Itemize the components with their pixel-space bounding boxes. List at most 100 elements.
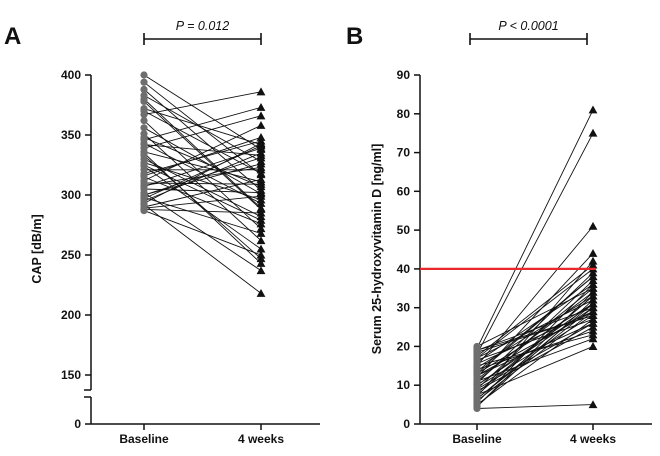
subject-line-21 <box>476 307 594 386</box>
x-label-4-weeks: 4 weeks <box>570 432 616 446</box>
subject-line-28 <box>143 196 262 234</box>
subject-line-20 <box>143 140 262 174</box>
baseline-point-42 <box>140 107 148 115</box>
x-label-4-weeks: 4 weeks <box>238 432 284 446</box>
subject-line-41 <box>476 314 594 351</box>
baseline-point-9 <box>140 124 148 132</box>
subject-line-37 <box>143 142 262 204</box>
subject-line-13 <box>143 115 262 149</box>
panel-a-y-axis <box>84 75 92 424</box>
week4-point-37 <box>588 283 598 292</box>
subject-line-17 <box>476 253 594 378</box>
week4-point-27 <box>588 256 598 265</box>
baseline-point-43 <box>473 381 481 389</box>
subject-line-14 <box>143 151 262 183</box>
baseline-point-38 <box>140 161 148 169</box>
panel-a-y-axis-title: CAP [dB/m] <box>30 214 44 283</box>
panel-a-plot-area <box>140 71 266 297</box>
y-tick-label-20: 20 <box>397 339 411 353</box>
baseline-point-45 <box>140 95 148 103</box>
y-tick-label-40: 40 <box>397 262 411 276</box>
panel-a-x-axis: Baseline 4 weeks <box>91 423 320 446</box>
week4-point-13 <box>256 111 266 120</box>
subject-line-38 <box>476 276 594 374</box>
panel-b-plot-area <box>420 105 598 413</box>
subject-line-33 <box>143 195 262 209</box>
week4-point-8 <box>256 224 266 233</box>
week4-point-37 <box>256 199 266 207</box>
y-tick-label-0: 0 <box>74 417 81 431</box>
subject-line-44 <box>143 145 262 200</box>
baseline-point-43 <box>140 133 148 141</box>
x-label-baseline: Baseline <box>452 432 502 446</box>
subject-line-32 <box>143 178 262 208</box>
y-tick-label-50: 50 <box>397 223 411 237</box>
week4-point-10 <box>256 236 266 245</box>
panel-b-p-bracket: P < 0.0001 <box>469 19 588 45</box>
baseline-point-1 <box>140 71 148 79</box>
subject-line-42 <box>143 110 262 174</box>
subject-line-40 <box>143 152 262 264</box>
subject-line-27 <box>476 260 594 398</box>
baseline-point-41 <box>473 346 481 354</box>
subject-line-38 <box>143 164 262 221</box>
subject-line-31 <box>143 204 262 294</box>
week4-point-11 <box>256 103 266 111</box>
y-tick-label-90: 90 <box>397 68 411 82</box>
subject-line-41 <box>143 166 262 186</box>
baseline-point-37 <box>140 139 148 147</box>
subject-line-43 <box>476 303 594 386</box>
x-label-baseline: Baseline <box>119 432 169 446</box>
subject-line-7 <box>143 91 262 116</box>
pair-markers <box>140 71 266 297</box>
week4-point-26 <box>588 342 598 350</box>
y-tick-label-300: 300 <box>61 188 81 202</box>
week4-point-7 <box>256 87 266 96</box>
subject-line-9 <box>143 127 262 195</box>
subject-line-5 <box>476 132 594 355</box>
week4-point-34 <box>256 208 266 217</box>
y-tick-label-80: 80 <box>397 107 411 121</box>
baseline-point-35 <box>140 207 148 215</box>
y-tick-label-70: 70 <box>397 146 411 160</box>
panel-b-y-axis-title: Serum 25-hydroxyvitamin D [ng/ml] <box>370 144 384 354</box>
week4-point-42 <box>588 291 598 300</box>
week4-point-32 <box>256 175 266 183</box>
week4-point-45 <box>256 203 266 212</box>
subject-line-6 <box>476 264 594 357</box>
y-tick-label-200: 200 <box>61 308 81 322</box>
subject-line-35 <box>143 210 262 256</box>
pair-lines <box>143 74 262 294</box>
week4-point-5 <box>588 128 598 137</box>
baseline-point-40 <box>473 354 481 362</box>
week4-point-36 <box>256 153 266 162</box>
week4-point-43 <box>588 299 598 308</box>
panel-a: A P = 0.012 Baseline 4 weeks <box>4 19 320 446</box>
y-tick-label-30: 30 <box>397 301 411 315</box>
panel-a-p-bracket: P = 0.012 <box>143 19 262 45</box>
y-tick-label-250: 250 <box>61 248 81 262</box>
pair-markers <box>473 105 598 413</box>
subject-line-31 <box>476 318 594 405</box>
subject-line-11 <box>143 106 262 141</box>
baseline-point-3 <box>140 85 148 93</box>
panel-b-x-axis: Baseline 4 weeks <box>420 423 652 446</box>
week4-point-33 <box>256 191 266 200</box>
baseline-point-2 <box>140 78 148 86</box>
week4-point-17 <box>588 248 598 257</box>
panel-b-p-value: P < 0.0001 <box>498 19 558 33</box>
y-tick-label-0: 0 <box>403 417 410 431</box>
y-tick-label-60: 60 <box>397 184 411 198</box>
week4-point-42 <box>256 169 266 177</box>
baseline-point-44 <box>473 371 481 380</box>
y-tick-label-400: 400 <box>61 68 81 82</box>
subject-line-21 <box>143 176 262 225</box>
week4-point-31 <box>256 289 266 297</box>
subject-line-40 <box>476 268 594 359</box>
subject-line-26 <box>143 192 262 271</box>
week4-point-44 <box>256 141 266 150</box>
week4-point-38 <box>588 272 598 281</box>
panel-b-label: B <box>346 23 363 50</box>
baseline-point-34 <box>473 402 481 411</box>
